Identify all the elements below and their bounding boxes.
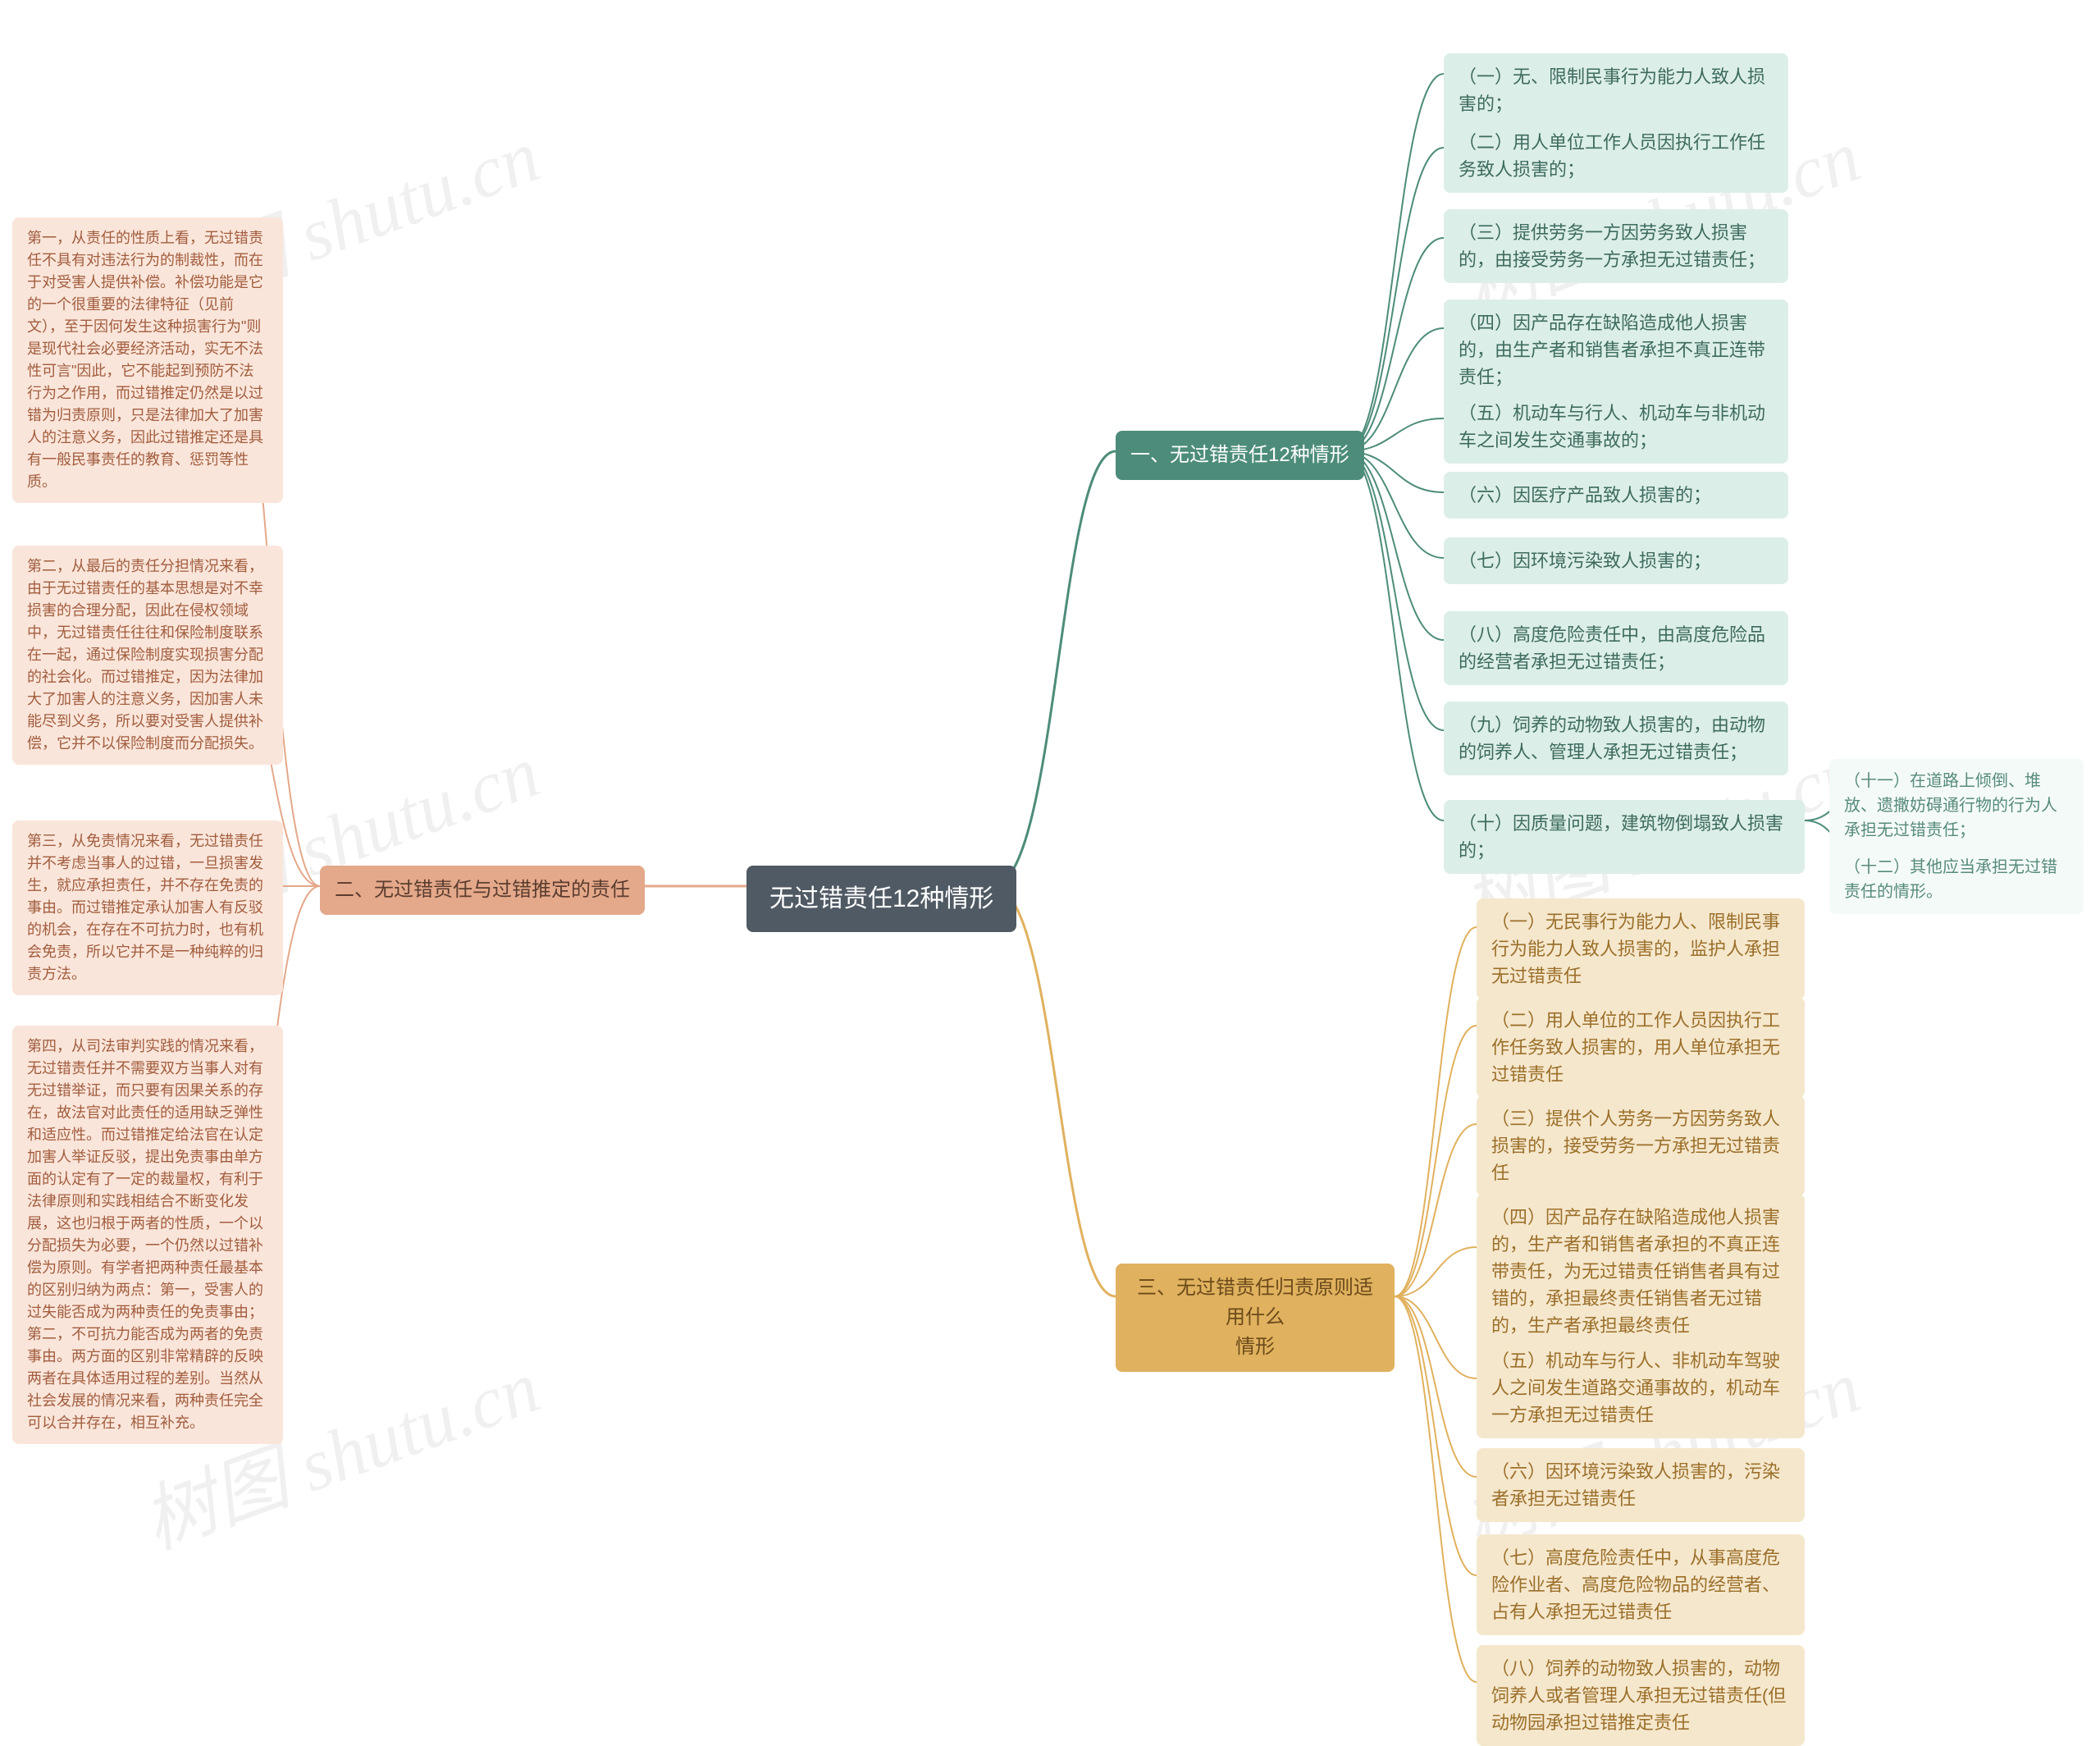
- leaf-text: （六）因医疗产品致人损害的；: [1459, 485, 1711, 505]
- root-label: 无过错责任12种情形: [769, 885, 993, 912]
- branch1-leaf[interactable]: （四）因产品存在缺陷造成他人损害的，由生产者和销售者承担不真正连带责任；: [1444, 299, 1788, 400]
- leaf-text: （五）机动车与行人、机动车与非机动车之间发生交通事故的；: [1459, 403, 1765, 450]
- branch3-leaf[interactable]: （七）高度危险责任中，从事高度危险作业者、高度危险物品的经营者、占有人承担无过错…: [1477, 1534, 1805, 1635]
- branch3-leaf[interactable]: （八）饲养的动物致人损害的，动物饲养人或者管理人承担无过错责任(但动物园承担过错…: [1477, 1645, 1805, 1746]
- branch-3-node[interactable]: 三、无过错责任归责原则适用什么 情形: [1116, 1264, 1395, 1372]
- leaf-text: （五）机动车与行人、非机动车驾驶人之间发生道路交通事故的，机动车一方承担无过错责…: [1491, 1351, 1780, 1425]
- leaf-text: （七）高度危险责任中，从事高度危险作业者、高度危险物品的经营者、占有人承担无过错…: [1491, 1547, 1780, 1622]
- leaf-text: （六）因环境污染致人损害的，污染者承担无过错责任: [1491, 1461, 1780, 1509]
- branch3-leaf[interactable]: （一）无民事行为能力人、限制民事行为能力人致人损害的，监护人承担无过错责任: [1477, 898, 1805, 999]
- branch1-sub-leaf[interactable]: （十二）其他应当承担无过错责任的情形。: [1829, 845, 2084, 914]
- leaf-text: 第二，从最后的责任分担情况来看，由于无过错责任的基本思想是对不幸损害的合理分配，…: [27, 558, 263, 752]
- leaf-text: （一）无、限制民事行为能力人致人损害的；: [1459, 66, 1765, 114]
- mindmap-canvas: 树图 shutu.cn 树图 shutu.cn 树图 shutu.cn 树图 s…: [0, 0, 2100, 1742]
- branch-2-node[interactable]: 二、无过错责任与过错推定的责任: [320, 866, 645, 915]
- leaf-text: （七）因环境污染致人损害的；: [1459, 551, 1711, 571]
- branch1-leaf[interactable]: （九）饲养的动物致人损害的，由动物的饲养人、管理人承担无过错责任；: [1444, 702, 1788, 775]
- root-node[interactable]: 无过错责任12种情形: [746, 866, 1016, 932]
- branch1-leaf[interactable]: （七）因环境污染致人损害的；: [1444, 537, 1788, 584]
- branch3-leaf[interactable]: （三）提供个人劳务一方因劳务致人损害的，接受劳务一方承担无过错责任: [1477, 1095, 1805, 1196]
- leaf-text: （十二）其他应当承担无过错责任的情形。: [1844, 858, 2057, 901]
- branch1-leaf[interactable]: （六）因医疗产品致人损害的；: [1444, 472, 1788, 519]
- branch-1-node[interactable]: 一、无过错责任12种情形: [1116, 431, 1364, 480]
- branch2-leaf[interactable]: 第三，从免责情况来看，无过错责任并不考虑当事人的过错，一旦损害发生，就应承担责任…: [12, 820, 283, 995]
- branch3-leaf[interactable]: （四）因产品存在缺陷造成他人损害的，生产者和销售者承担的不真正连带责任，为无过错…: [1477, 1194, 1805, 1349]
- branch-3-label-2: 情形: [1235, 1336, 1275, 1358]
- branch3-leaf[interactable]: （五）机动车与行人、非机动车驾驶人之间发生道路交通事故的，机动车一方承担无过错责…: [1477, 1337, 1805, 1438]
- branch2-leaf[interactable]: 第四，从司法审判实践的情况来看，无过错责任并不需要双方当事人对有无过错举证，而只…: [12, 1026, 283, 1444]
- branch2-leaf[interactable]: 第一，从责任的性质上看，无过错责任不具有对违法行为的制裁性，而在于对受害人提供补…: [12, 217, 283, 503]
- branch3-leaf[interactable]: （六）因环境污染致人损害的，污染者承担无过错责任: [1477, 1448, 1805, 1522]
- leaf-text: （二）用人单位工作人员因执行工作任务致人损害的；: [1459, 132, 1765, 180]
- leaf-text: 第一，从责任的性质上看，无过错责任不具有对违法行为的制裁性，而在于对受害人提供补…: [27, 230, 263, 490]
- leaf-text: 第三，从免责情况来看，无过错责任并不考虑当事人的过错，一旦损害发生，就应承担责任…: [27, 833, 263, 982]
- leaf-text: （四）因产品存在缺陷造成他人损害的，由生产者和销售者承担不真正连带责任；: [1459, 313, 1765, 387]
- leaf-text: （八）饲养的动物致人损害的，动物饲养人或者管理人承担无过错责任(但动物园承担过错…: [1491, 1658, 1786, 1733]
- branch-3-label-1: 三、无过错责任归责原则适用什么: [1137, 1277, 1373, 1328]
- leaf-text: （九）饲养的动物致人损害的，由动物的饲养人、管理人承担无过错责任；: [1459, 715, 1765, 762]
- leaf-text: （四）因产品存在缺陷造成他人损害的，生产者和销售者承担的不真正连带责任，为无过错…: [1491, 1207, 1780, 1336]
- branch-2-label: 二、无过错责任与过错推定的责任: [335, 879, 630, 901]
- branch2-leaf[interactable]: 第二，从最后的责任分担情况来看，由于无过错责任的基本思想是对不幸损害的合理分配，…: [12, 546, 283, 765]
- branch1-sub-leaf[interactable]: （十一）在道路上倾倒、堆放、遗撒妨碍通行物的行为人承担无过错责任；: [1829, 759, 2084, 852]
- branch1-leaf[interactable]: （十）因质量问题，建筑物倒塌致人损害的；: [1444, 800, 1805, 874]
- leaf-text: （三）提供个人劳务一方因劳务致人损害的，接受劳务一方承担无过错责任: [1491, 1108, 1780, 1183]
- branch1-leaf[interactable]: （八）高度危险责任中，由高度危险品的经营者承担无过错责任；: [1444, 611, 1788, 685]
- leaf-text: （二）用人单位的工作人员因执行工作任务致人损害的，用人单位承担无过错责任: [1491, 1010, 1780, 1085]
- branch1-leaf[interactable]: （一）无、限制民事行为能力人致人损害的；: [1444, 53, 1788, 127]
- leaf-text: （三）提供劳务一方因劳务致人损害的，由接受劳务一方承担无过错责任；: [1459, 222, 1765, 270]
- leaf-text: （一）无民事行为能力人、限制民事行为能力人致人损害的，监护人承担无过错责任: [1491, 912, 1780, 986]
- leaf-text: （十）因质量问题，建筑物倒塌致人损害的；: [1459, 813, 1783, 861]
- branch1-leaf[interactable]: （五）机动车与行人、机动车与非机动车之间发生交通事故的；: [1444, 390, 1788, 464]
- branch-1-label: 一、无过错责任12种情形: [1130, 444, 1349, 466]
- branch1-leaf[interactable]: （三）提供劳务一方因劳务致人损害的，由接受劳务一方承担无过错责任；: [1444, 209, 1788, 283]
- leaf-text: 第四，从司法审判实践的情况来看，无过错责任并不需要双方当事人对有无过错举证，而只…: [27, 1038, 263, 1431]
- leaf-text: （八）高度危险责任中，由高度危险品的经营者承担无过错责任；: [1459, 624, 1765, 672]
- leaf-text: （十一）在道路上倾倒、堆放、遗撒妨碍通行物的行为人承担无过错责任；: [1844, 772, 2057, 839]
- branch1-leaf[interactable]: （二）用人单位工作人员因执行工作任务致人损害的；: [1444, 119, 1788, 193]
- branch3-leaf[interactable]: （二）用人单位的工作人员因执行工作任务致人损害的，用人单位承担无过错责任: [1477, 997, 1805, 1098]
